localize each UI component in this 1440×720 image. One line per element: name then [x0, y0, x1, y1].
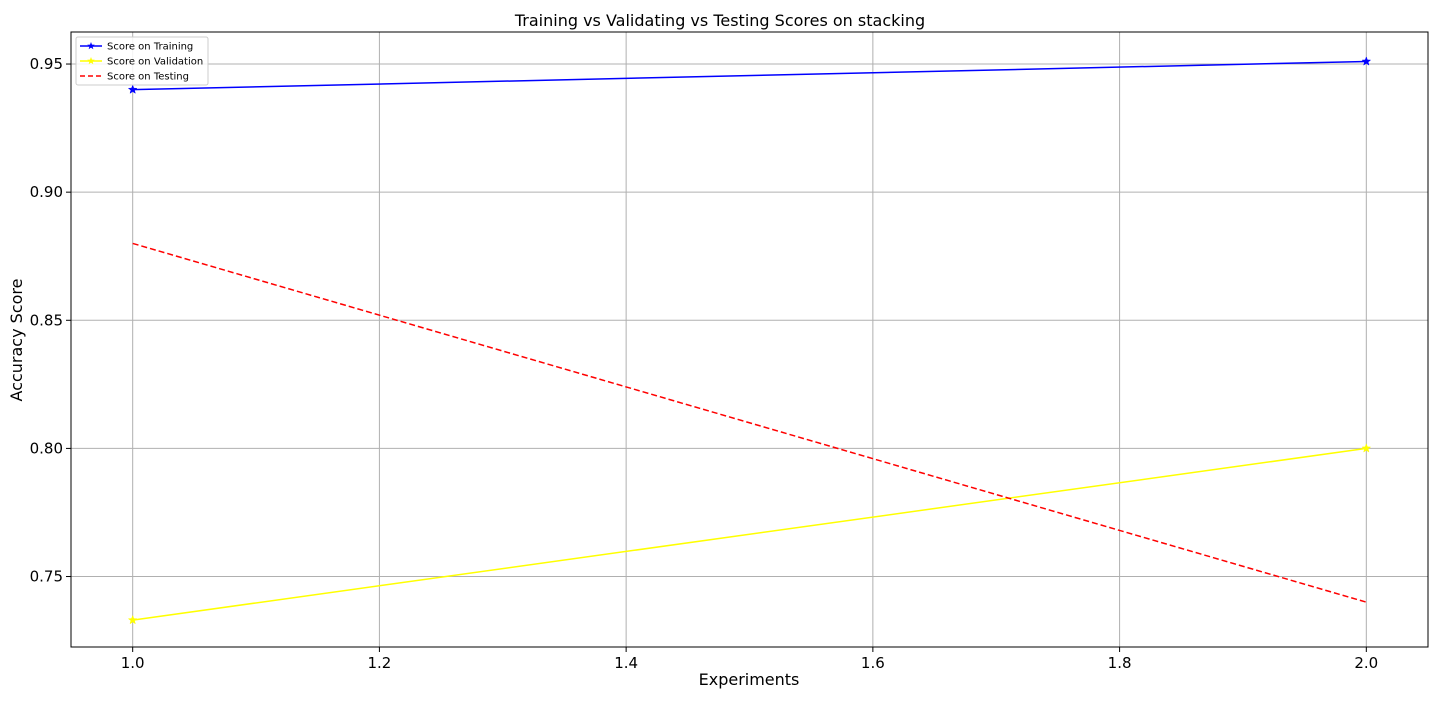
series-point-0	[1361, 56, 1372, 66]
legend-label: Score on Validation	[107, 57, 203, 68]
legend-marker	[87, 57, 95, 65]
x-axis-label: Experiments	[699, 670, 800, 689]
x-tick-label: 1.2	[367, 654, 391, 672]
legend: Score on Training Score on Validation Scor…	[75, 36, 209, 86]
x-tick-label: 1.0	[121, 654, 145, 672]
y-tick-label: 0.85	[30, 311, 63, 329]
series-layer	[127, 56, 1372, 625]
legend-marker	[87, 42, 95, 50]
series-point-1	[127, 614, 138, 625]
plot-frame	[70, 31, 1429, 648]
series-point-0	[127, 84, 138, 94]
x-tick-label: 1.4	[614, 654, 638, 672]
legend-label: Score on Training	[107, 42, 193, 53]
y-tick-label: 0.90	[30, 183, 63, 201]
series-line-0	[132, 60, 1367, 91]
y-tick-label: 0.75	[30, 568, 63, 586]
series-line-2	[132, 242, 1367, 603]
series-line-1	[132, 447, 1367, 621]
x-tick-label: 2.0	[1354, 654, 1378, 672]
series-point-1	[1361, 443, 1372, 453]
grid	[71, 32, 1428, 647]
legend-label: Score on Testing	[107, 72, 189, 83]
x-tick-label: 1.8	[1108, 654, 1132, 672]
y-tick-label: 0.95	[30, 55, 63, 73]
chart-title: Training vs Validating vs Testing Scores…	[514, 11, 925, 30]
y-axis-label: Accuracy Score	[7, 279, 26, 402]
y-tick-label: 0.80	[30, 439, 63, 457]
ticks: 1.0 1.2 1.4 1.6 1.8 2.0 0.75 0.80 0.85 0.90 0.95	[30, 55, 1379, 672]
legend-box	[75, 36, 209, 86]
x-tick-label: 1.6	[861, 654, 885, 672]
